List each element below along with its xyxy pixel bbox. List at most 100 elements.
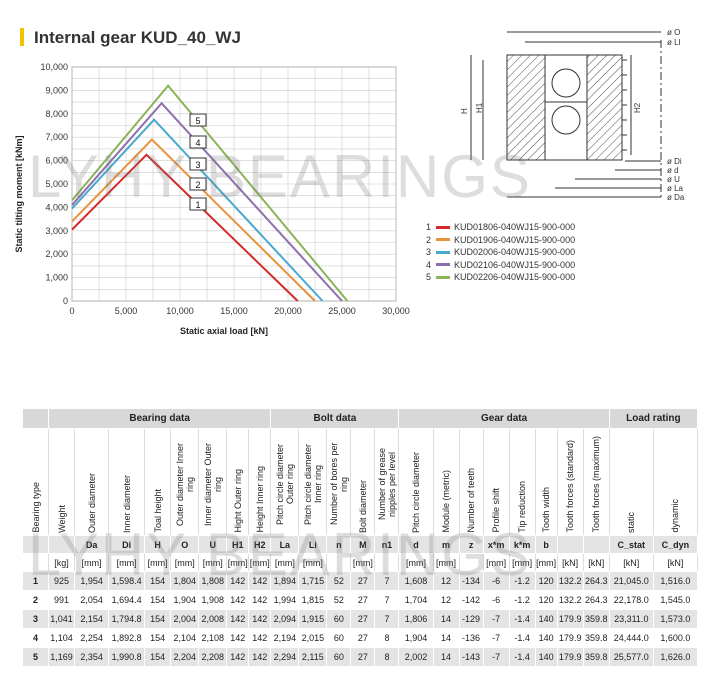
unit-cell [21, 553, 50, 572]
table-cell: -7 [482, 609, 510, 629]
table-cell: 27 [350, 590, 376, 610]
legend-label: KUD01906-040WJ15-900-000 [454, 234, 576, 245]
table-cell: 142 [226, 628, 250, 648]
table-cell: 154 [144, 571, 172, 591]
table-cell: 1,626.0 [652, 647, 699, 667]
table-cell: 1,169 [48, 647, 76, 667]
series-line-2 [71, 138, 316, 302]
table-cell: 142 [248, 628, 272, 648]
table-cell: -134 [458, 571, 484, 591]
table-cell: 1,904 [398, 628, 434, 648]
table-cell: 1,954 [74, 571, 110, 591]
column-header-label: Bearing type [30, 482, 41, 533]
column-header: Pitch circle diameter Inner ring [298, 428, 328, 536]
legend-item: 3 KUD02006-040WJ15-900-000 [426, 246, 575, 259]
table-cell: 14 [432, 609, 460, 629]
column-header-label: Pitch circle diameter Inner ring [302, 443, 323, 525]
group-header-load-rating: Load rating [608, 408, 699, 429]
table-cell: -1.2 [508, 590, 536, 610]
x-tick-label: 0 [69, 306, 74, 316]
table-cell: 2,054 [74, 590, 110, 610]
symbol-cell: H [144, 535, 172, 554]
unit-cell: [mm] [482, 553, 510, 572]
table-cell: 27 [350, 647, 376, 667]
table-cell: -1.2 [508, 571, 536, 591]
legend-label: KUD02106-040WJ15-900-000 [454, 259, 576, 270]
table-cell: 1,915 [298, 609, 328, 629]
table-cell: 154 [144, 628, 172, 648]
column-header-label: Height Inner ring [254, 466, 265, 533]
page-title: Internal gear KUD_40_WJ [34, 28, 241, 47]
column-header-label: static [626, 511, 637, 533]
symbol-cell [48, 535, 76, 554]
unit-cell [374, 553, 400, 572]
x-tick-label: 5,000 [115, 306, 138, 316]
symbol-cell: n1 [374, 535, 400, 554]
unit-cell: [kN] [556, 553, 584, 572]
x-tick-label: 25,000 [328, 306, 356, 316]
column-header: Outer diameter [74, 428, 110, 536]
table-cell: 7 [374, 571, 400, 591]
table-cell: 27 [350, 571, 376, 591]
table-cell: 359.8 [582, 609, 610, 629]
column-header: Height Inner ring [248, 428, 272, 536]
unit-cell: [mm] [74, 553, 110, 572]
symbol-cell [582, 535, 610, 554]
table-row: 1 925 1,954 1,598.4 154 1,804 1,808 142 142 1,894… [21, 571, 699, 591]
column-header: Weight [48, 428, 76, 536]
column-header: Tooth forces (maximum) [582, 428, 610, 536]
unit-cell: [mm] [170, 553, 200, 572]
unit-cell: [mm] [508, 553, 536, 572]
unit-cell: [kg] [48, 553, 76, 572]
column-header-label: Weight [56, 505, 67, 533]
table-cell: 60 [326, 647, 352, 667]
y-tick-label: 9,000 [45, 85, 68, 95]
table-cell: 60 [326, 628, 352, 648]
column-header-label: Outer diameter Inner ring [174, 442, 195, 526]
column-header-label: Number of grease nipples per level [376, 447, 397, 521]
table-cell: 4 [21, 628, 50, 648]
table-cell: 1,794.8 [108, 609, 146, 629]
unit-cell: [mm] [270, 553, 300, 572]
column-header: Pitch circle diameter [398, 428, 434, 536]
table-cell: 154 [144, 609, 172, 629]
y-tick-label: 1,000 [45, 273, 68, 283]
column-header: Bearing type [21, 428, 50, 536]
symbol-cell: La [270, 535, 300, 554]
table-cell: 1,808 [198, 571, 228, 591]
table-cell: 60 [326, 609, 352, 629]
column-header-label: Tooth width [541, 487, 552, 533]
unit-cell: [mm] [298, 553, 328, 572]
y-tick-label: 0 [63, 296, 68, 306]
column-header: Toal height [144, 428, 172, 536]
table-cell: 140 [534, 647, 558, 667]
table-cell: -136 [458, 628, 484, 648]
table-cell: 52 [326, 571, 352, 591]
table-cell: 1,908 [198, 590, 228, 610]
dim-label-h2: H2 [633, 102, 642, 113]
symbol-cell: z [458, 535, 484, 554]
column-header-label: Pitch circle diameter [410, 451, 421, 533]
table-cell: 140 [534, 609, 558, 629]
table-cell: 359.8 [582, 628, 610, 648]
dim-label-di: ø Di [667, 157, 682, 166]
column-header: Number of grease nipples per level [374, 428, 400, 536]
dim-label-o: ø O [667, 28, 680, 37]
unit-cell [326, 553, 352, 572]
table-cell: 2,115 [298, 647, 328, 667]
unit-cell: [mm] [534, 553, 558, 572]
unit-cell: [mm] [144, 553, 172, 572]
table-cell: 14 [432, 628, 460, 648]
column-header: Profile shift [482, 428, 510, 536]
legend-number: 4 [426, 259, 432, 270]
table-cell: 1,600.0 [652, 628, 699, 648]
legend-item: 5 KUD02206-040WJ15-900-000 [426, 271, 575, 284]
column-header-label: Inner diameter Outer ring [202, 442, 223, 526]
x-tick-label: 10,000 [166, 306, 194, 316]
series-callout-label: 4 [195, 138, 200, 148]
y-tick-label: 5,000 [45, 179, 68, 189]
series-callout-label: 1 [195, 200, 200, 210]
column-header: Number of teeth [458, 428, 484, 536]
column-header: Inner diameter [108, 428, 146, 536]
legend-swatch [436, 263, 450, 267]
